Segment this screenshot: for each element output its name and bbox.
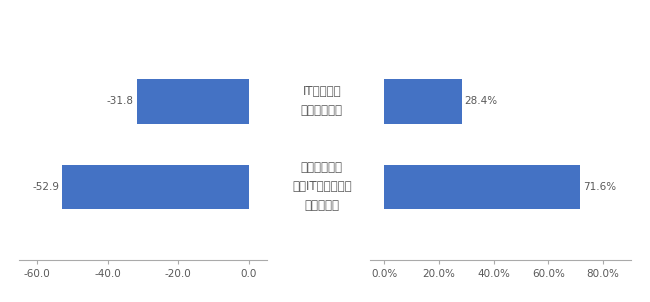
Bar	[384, 79, 462, 124]
Text: ITツールを
利用している: ITツールを 利用している	[301, 85, 343, 117]
Bar	[62, 165, 249, 209]
Text: -52.9: -52.9	[32, 182, 59, 192]
Text: 分からない・
特にITなどは活用
していない: 分からない・ 特にITなどは活用 していない	[292, 161, 352, 212]
Bar	[384, 165, 580, 209]
Text: 28.4%: 28.4%	[465, 96, 498, 106]
Text: -31.8: -31.8	[107, 96, 134, 106]
Text: 71.6%: 71.6%	[583, 182, 616, 192]
Bar	[136, 79, 249, 124]
